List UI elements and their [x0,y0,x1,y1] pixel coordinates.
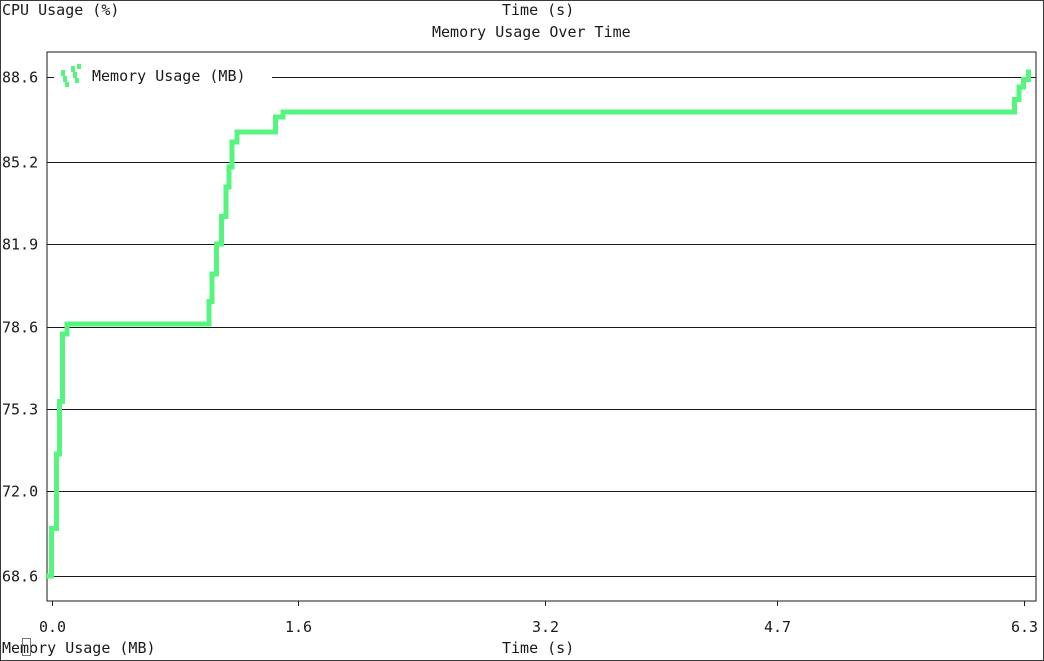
chart-title: Memory Usage Over Time [432,23,631,41]
y-tick-label: 78.6 [2,319,38,337]
legend-swatch-block [65,82,69,87]
legend-swatch-icon [61,64,81,87]
series-layer [46,69,1031,579]
y-tick-label: 68.6 [2,568,38,586]
x-tick-label: 0.0 [39,618,66,636]
cursor-box [22,638,31,656]
series-line [46,69,1031,579]
y-tick-label: 81.9 [2,236,38,254]
legend-swatch-block [71,66,75,72]
top-time-label: Time (s) [502,1,575,19]
legend-swatch-block [73,72,77,78]
x-tick-label: 6.3 [1011,618,1038,636]
grid-lines [47,77,1036,577]
memory-usage-label: Memory Usage (MB) [2,639,156,657]
y-tick-label: 88.6 [2,69,38,87]
legend-label: Memory Usage (MB) [92,67,246,85]
legend: Memory Usage (MB) [54,62,272,90]
legend-swatch-block [75,78,79,83]
legend-background [54,62,272,90]
legend-swatch-block [77,64,81,69]
y-tick-label: 85.2 [2,154,38,172]
y-tick-label: 75.3 [2,401,38,419]
x-tick-label: 4.7 [764,618,791,636]
tick-labels: 68.6 72.0 75.3 78.6 81.9 85.2 88.6 0.0 1.6 3.2 4.7… [2,69,1038,637]
legend-swatch-block [63,76,67,82]
x-tick-label: 1.6 [285,618,312,636]
bottom-time-label: Time (s) [502,639,575,657]
plot-frame [46,51,1037,602]
cpu-usage-label: CPU Usage (%) [2,1,120,19]
legend-swatch-block [61,70,65,76]
y-tick-label: 72.0 [2,483,38,501]
x-tick-label: 3.2 [532,618,559,636]
